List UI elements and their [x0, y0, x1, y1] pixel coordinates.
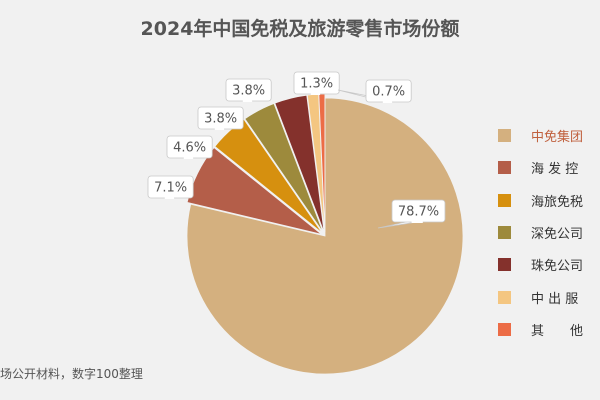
- data-label: 78.7%: [377, 199, 446, 229]
- legend-item: 海 发 控: [498, 156, 598, 178]
- legend-label: 中 出 服: [531, 291, 579, 307]
- svg-text:3.8%: 3.8%: [232, 84, 265, 99]
- legend-label: 珠免公司: [531, 259, 584, 275]
- data-label: 7.1%: [147, 175, 194, 199]
- svg-text:7.1%: 7.1%: [154, 181, 187, 196]
- svg-text:1.3%: 1.3%: [300, 77, 333, 92]
- pie-slice: [274, 94, 325, 233]
- pie-slice: [186, 97, 464, 375]
- pie-slice: [186, 147, 322, 235]
- data-label: 0.7%: [337, 79, 412, 103]
- legend-swatch: [498, 322, 511, 336]
- legend-item: 中 出 服: [498, 286, 598, 307]
- legend-label: 其 他: [531, 323, 584, 339]
- data-label: 3.8%: [225, 78, 272, 102]
- legend-label: 海旅免税: [531, 194, 584, 210]
- legend-label: 中免集团: [531, 130, 584, 145]
- data-label: 3.8%: [197, 106, 244, 130]
- legend-label: 海 发 控: [531, 162, 579, 178]
- legend-swatch: [498, 225, 511, 239]
- legend-swatch: [498, 193, 511, 207]
- svg-text:78.7%: 78.7%: [398, 205, 439, 220]
- legend-item: 海旅免税: [498, 189, 598, 210]
- legend-item: 深免公司: [498, 221, 598, 242]
- source-note: 场公开材料，数字100整理: [0, 367, 143, 381]
- legend-swatch: [498, 258, 511, 272]
- legend-swatch: [498, 161, 511, 175]
- legend-label: 深免公司: [531, 226, 584, 242]
- data-label: 1.3%: [293, 71, 340, 95]
- data-label: 4.6%: [166, 135, 213, 159]
- legend-item: 珠免公司: [498, 253, 598, 275]
- pie-slice: [244, 103, 324, 233]
- pie-slice: [214, 118, 323, 234]
- legend-item: 其 他: [498, 318, 598, 339]
- legend-swatch: [498, 129, 511, 142]
- legend-item: 中免集团: [498, 124, 598, 145]
- chart-title: 2024年中国免税及旅游零售市场份额: [140, 18, 460, 40]
- svg-text:4.6%: 4.6%: [173, 141, 206, 156]
- svg-text:0.7%: 0.7%: [372, 85, 405, 100]
- legend-swatch: [498, 290, 511, 304]
- svg-text:3.8%: 3.8%: [204, 112, 237, 127]
